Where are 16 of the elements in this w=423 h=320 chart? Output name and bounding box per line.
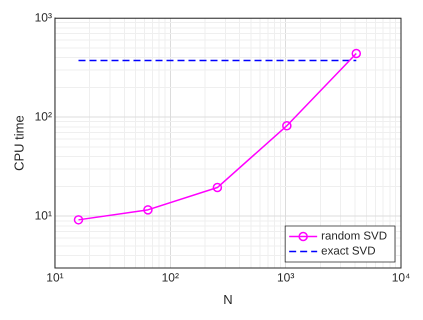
x-tick-label: 10⁴ [392, 270, 410, 285]
y-tick-label: 10³ [34, 10, 52, 25]
point [212, 182, 222, 192]
x-axis-title: N [223, 292, 233, 307]
x-tick-label: 10² [162, 270, 179, 285]
y-tick-label: 10² [34, 110, 52, 124]
point [143, 205, 153, 215]
x-tick-label: 10¹ [46, 270, 64, 285]
point [352, 48, 362, 58]
point [74, 215, 84, 225]
x-tick-label: 10³ [276, 270, 294, 285]
point [282, 121, 292, 130]
y-axis-title: CPU time [11, 115, 26, 171]
legend-label: random SVD [321, 230, 388, 243]
legend-label: exact SVD [321, 246, 376, 258]
y-tick-label: 10¹ [34, 208, 52, 223]
